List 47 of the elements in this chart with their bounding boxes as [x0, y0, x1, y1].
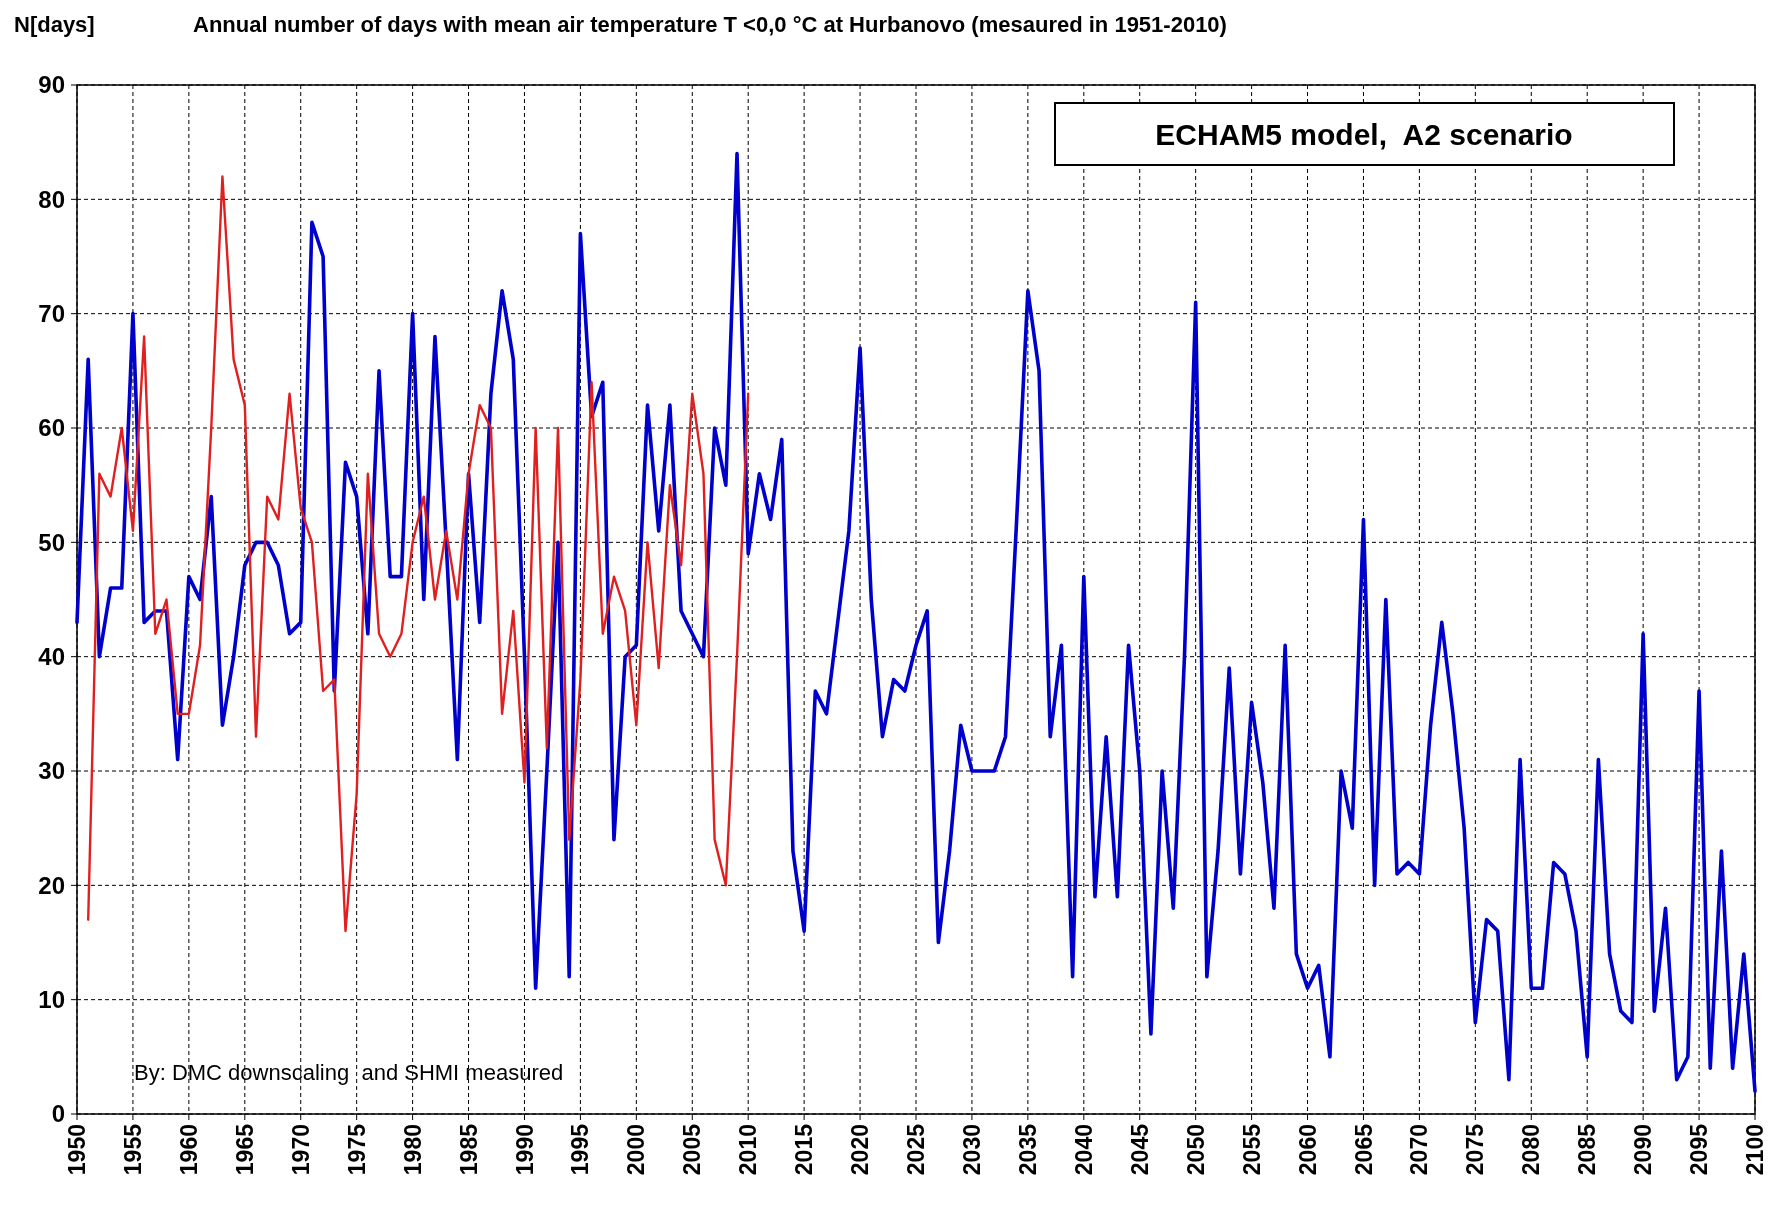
x-tick-label: 2070: [1406, 1124, 1433, 1176]
x-tick-label: 2030: [958, 1124, 985, 1176]
x-tick-label: 2000: [623, 1124, 650, 1176]
y-tick-label: 50: [38, 528, 65, 556]
x-tick-label: 2050: [1182, 1124, 1209, 1176]
x-tick-label: 1970: [287, 1124, 314, 1176]
y-tick-label: 70: [38, 300, 65, 328]
x-tick-label: 2045: [1126, 1123, 1153, 1176]
x-tick-label: 2055: [1238, 1123, 1265, 1176]
x-tick-label: 1985: [455, 1123, 482, 1176]
x-tick-label: 2090: [1630, 1124, 1657, 1176]
x-tick-label: 2100: [1742, 1124, 1769, 1176]
y-axis-title: N[days]: [14, 12, 95, 37]
x-tick-label: 2015: [791, 1123, 818, 1176]
x-tick-label: 1965: [231, 1123, 258, 1176]
x-tick-label: 2025: [903, 1123, 930, 1176]
x-tick-label: 2085: [1574, 1123, 1601, 1176]
x-tick-label: 1950: [64, 1124, 91, 1176]
x-tick-label: 1955: [119, 1123, 146, 1176]
y-tick-label: 90: [38, 71, 65, 99]
y-tick-label: 20: [38, 871, 65, 899]
x-tick-label: 2075: [1462, 1123, 1489, 1176]
line-series: [75, 151, 1757, 1093]
x-tick-label: 1995: [567, 1123, 594, 1176]
annotation: By: DMC downscaling and SHMI measured: [134, 1060, 564, 1085]
x-tick-label: 2040: [1070, 1124, 1097, 1176]
x-tick-label: 2005: [679, 1123, 706, 1176]
x-tick-label: 1990: [511, 1124, 538, 1176]
x-tick-label: 2060: [1294, 1124, 1321, 1176]
line-series: [86, 175, 750, 933]
y-tick-label: 0: [51, 1100, 65, 1128]
x-tick-label: 2095: [1686, 1123, 1713, 1176]
chart-title: Annual number of days with mean air temperature T <0,0 °C at Hurbanovo (mesaured in 1951-2010): [193, 12, 1227, 37]
x-tick-label: 2020: [847, 1124, 874, 1176]
x-tick-label: 1975: [343, 1123, 370, 1176]
x-tick-label: 1980: [399, 1124, 426, 1176]
x-tick-label: 2010: [735, 1124, 762, 1176]
annotation: ECHAM5 model, A2 scenario: [1155, 117, 1573, 151]
y-tick-label: 10: [38, 986, 65, 1014]
x-tick-label: 2035: [1014, 1123, 1041, 1176]
y-tick-label: 30: [38, 757, 65, 785]
y-tick-label: 80: [38, 185, 65, 213]
y-tick-label: 40: [38, 643, 65, 671]
x-tick-label: 2080: [1518, 1124, 1545, 1176]
x-tick-label: 1960: [175, 1124, 202, 1176]
x-tick-label: 2065: [1350, 1123, 1377, 1176]
y-tick-label: 60: [38, 414, 65, 442]
